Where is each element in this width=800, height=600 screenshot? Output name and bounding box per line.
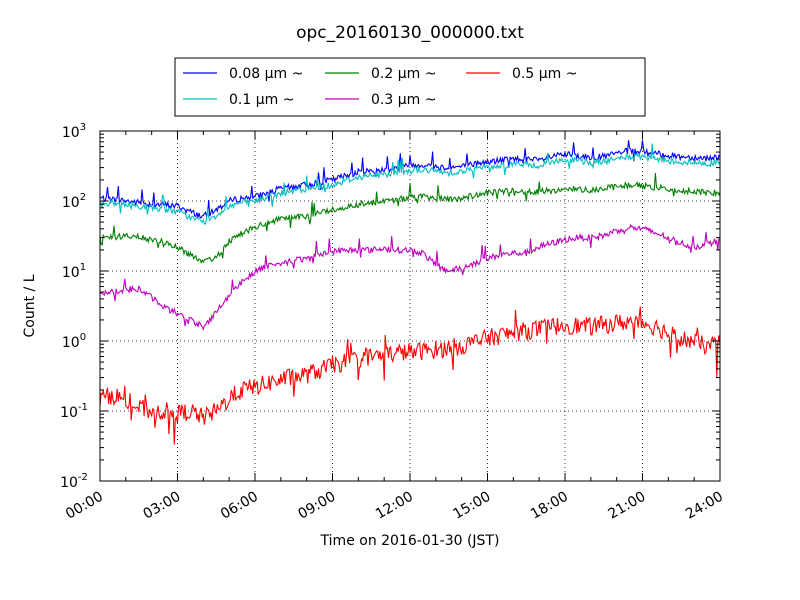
x-tick-label: 18:00 — [528, 489, 571, 523]
x-tick-label: 06:00 — [218, 489, 261, 523]
y-tick-label: 100 — [62, 332, 86, 351]
legend-label: 0.08 μm ~ — [229, 66, 303, 82]
series-line — [99, 143, 721, 225]
series-line — [99, 140, 721, 219]
legend-label: 0.1 μm ~ — [229, 92, 294, 108]
plot-area: 10-2 10-1 100 101 102 103 00:00 03:00 06:00 09:00… — [60, 122, 726, 523]
series-line — [99, 306, 721, 445]
legend-box — [174, 57, 646, 117]
x-tick-label: 09:00 — [296, 489, 339, 523]
legend-label: 0.2 μm ~ — [371, 66, 436, 82]
y-tick-label: 10-1 — [60, 402, 88, 421]
y-axis-label: Count / L — [22, 274, 38, 337]
x-tick-label: 12:00 — [373, 489, 416, 523]
series-line — [99, 223, 721, 331]
x-tick-label: 24:00 — [683, 489, 726, 523]
x-tick-label: 03:00 — [141, 489, 184, 523]
x-tick-label: 21:00 — [606, 489, 649, 523]
x-tick-label: 00:00 — [63, 489, 106, 523]
chart-title: opc_20160130_000000.txt — [296, 23, 524, 43]
x-tick-label: 15:00 — [451, 489, 494, 523]
y-tick-label: 10-2 — [60, 472, 88, 491]
series-line — [99, 172, 721, 264]
legend: 0.08 μm ~ 0.1 μm ~ 0.2 μm ~ 0.3 μm ~ 0.5 μm … — [174, 57, 646, 117]
legend-label: 0.5 μm ~ — [512, 66, 577, 82]
y-tick-label: 101 — [62, 262, 86, 281]
x-axis-label: Time on 2016-01-30 (JST) — [320, 533, 500, 549]
y-tick-label: 103 — [62, 122, 86, 141]
y-tick-label: 102 — [62, 192, 86, 211]
legend-label: 0.3 μm ~ — [371, 92, 436, 108]
